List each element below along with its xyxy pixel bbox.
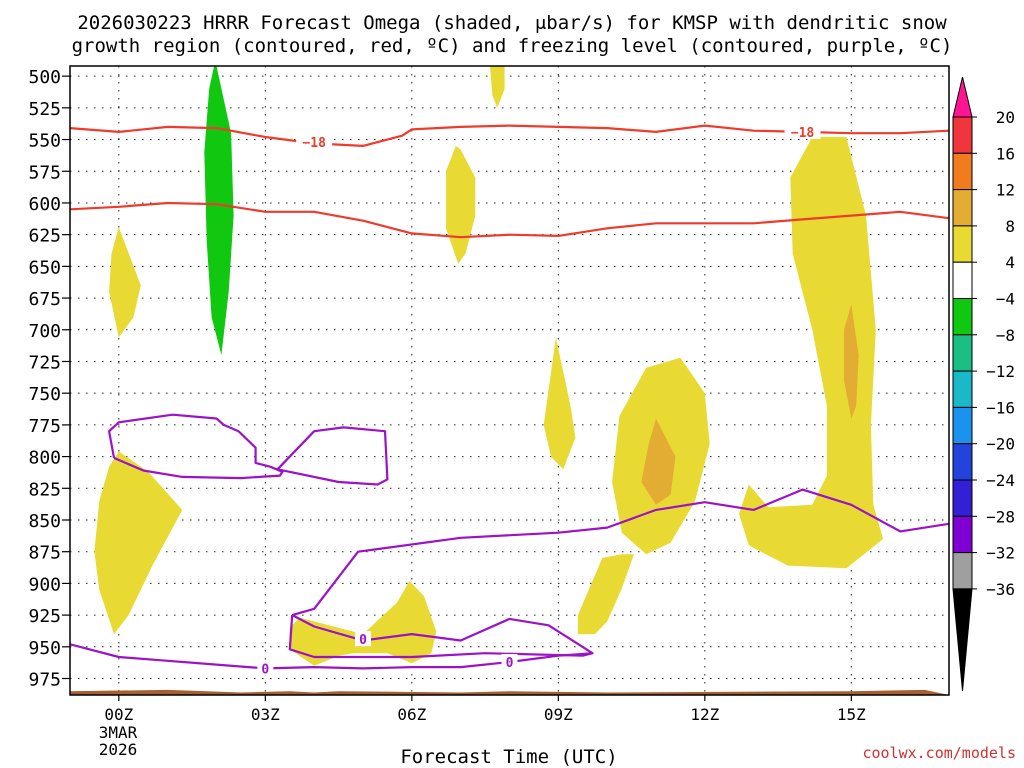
plot-frame	[69, 65, 950, 696]
colorbar-label-4: 8	[1005, 217, 1015, 236]
colorbar-label-14: −36	[986, 580, 1015, 599]
colorbar-label-7: −8	[996, 326, 1015, 345]
contour-label-1: −18	[302, 136, 326, 151]
y-tick-label-775: 775	[28, 416, 61, 437]
colorbar-segment-10	[952, 443, 973, 481]
colorbar-segment-1	[952, 116, 973, 154]
omega-region-6	[543, 337, 576, 470]
omega-region-4	[109, 227, 141, 338]
y-tick-label-725: 725	[28, 352, 61, 373]
omega-region-3	[446, 145, 476, 264]
colorbar-segment-9	[952, 406, 973, 445]
terrain-fill	[70, 689, 949, 695]
freezing-level-upper-contour	[107, 413, 284, 480]
contour-label-3: 0	[359, 633, 367, 648]
x-tick-label-15z: 15Z	[837, 705, 866, 724]
y-tick-label-925: 925	[28, 606, 61, 627]
y-tick-label-550: 550	[28, 131, 61, 152]
y-tick-label-850: 850	[28, 511, 61, 532]
y-tick-label-975: 975	[28, 670, 61, 691]
y-tick-label-800: 800	[28, 448, 61, 469]
colorbar-segment-4	[952, 225, 973, 263]
dgz-minus-12-contour	[70, 201, 949, 239]
contour-label-5: 0	[506, 656, 514, 671]
y-tick-label-875: 875	[28, 543, 61, 564]
x-tick-label-12z: 12Z	[690, 705, 719, 724]
terrain-layer	[70, 689, 949, 695]
y-tick-label-600: 600	[28, 194, 61, 215]
colorbar-top-arrow	[952, 76, 973, 118]
colorbar-segment-3	[952, 189, 973, 227]
colorbar-segment-13	[952, 552, 973, 590]
omega-region-2	[490, 66, 505, 108]
contour-label-bg-5	[501, 654, 518, 670]
contour-label-bg-3	[355, 631, 371, 647]
colorbar-label-3: 12	[996, 181, 1015, 200]
omega-region-11	[844, 304, 859, 419]
omega-region-9	[577, 554, 634, 635]
y-tick-label-575: 575	[28, 162, 61, 183]
freezing-level-branch-contour	[291, 488, 949, 617]
colorbar-segment-8	[952, 370, 973, 408]
colorbar-label-13: −32	[986, 544, 1015, 563]
omega-region-8	[641, 418, 676, 505]
y-tick-label-625: 625	[28, 226, 61, 247]
omega-shading	[94, 66, 884, 666]
colorbar-label-2: 16	[996, 144, 1015, 163]
y-tick-label-825: 825	[28, 479, 61, 500]
colorbar-label-11: −24	[986, 471, 1015, 490]
chart-title-line-2: growth region (contoured, red, ºC) and f…	[72, 35, 953, 57]
colorbar-segment-11	[952, 479, 973, 517]
colorbar-bottom-arrow	[952, 588, 973, 692]
credit-link[interactable]: coolwx.com/models	[862, 744, 1016, 762]
x-axis-date-year: 2026	[99, 740, 138, 759]
colorbar-segment-5	[952, 261, 973, 300]
x-tick-label-06z: 06Z	[397, 705, 426, 724]
x-tick-label-00z: 00Z	[104, 705, 133, 724]
y-tick-label-650: 650	[28, 257, 61, 278]
x-axis-date-day: 3MAR	[99, 723, 138, 742]
chart-title-line-1: 2026030223 HRRR Forecast Omega (shaded, …	[77, 12, 947, 34]
colorbar-segment-6	[952, 298, 973, 336]
colorbar-label-9: −16	[986, 398, 1015, 417]
y-tick-label-675: 675	[28, 289, 61, 310]
contour-label-4: 0	[261, 662, 269, 677]
y-tick-label-900: 900	[28, 574, 61, 595]
colorbar-label-12: −28	[986, 507, 1015, 526]
y-tick-label-700: 700	[28, 321, 61, 342]
omega-region-12	[289, 580, 437, 666]
colorbar-label-1: 20	[996, 108, 1015, 127]
contour-label-bg-4	[257, 660, 274, 676]
contour-label-bg-1	[296, 134, 333, 150]
colorbar-segment-7	[952, 334, 973, 372]
colorbar-label-10: −20	[986, 435, 1015, 454]
freezing-level-lower-contour	[288, 614, 594, 659]
y-tick-label-500: 500	[28, 67, 61, 88]
omega-region-10	[739, 137, 884, 569]
colorbar-label-5: 4	[1005, 253, 1015, 272]
y-tick-label-525: 525	[28, 99, 61, 120]
x-tick-label-03z: 03Z	[251, 705, 280, 724]
contour-label-bg-2	[784, 123, 821, 139]
x-tick-label-09z: 09Z	[544, 705, 573, 724]
freezing-level-surface-contour	[70, 643, 593, 670]
colorbar-segment-12	[952, 515, 973, 554]
x-axis-label: Forecast Time (UTC)	[400, 746, 617, 768]
y-axis: 500 525 550 575 600 625 650 675 700 725 750 775 800 8…	[28, 67, 70, 691]
omega-region-5	[94, 451, 183, 635]
colorbar-label-8: −12	[986, 362, 1015, 381]
colorbar: 20 16 12 8 4 −4 −8 −12 −16 −20 −24 −28 −32 −36	[952, 76, 1015, 692]
x-axis: 00Z 03Z 06Z 09Z 12Z 15Z	[104, 695, 866, 724]
contour-labels: −18 −18 0 0 0	[257, 123, 821, 677]
y-tick-label-950: 950	[28, 638, 61, 659]
colorbar-label-6: −4	[996, 290, 1015, 309]
y-tick-label-750: 750	[28, 384, 61, 405]
omega-region-1	[204, 66, 234, 356]
contour-label-2: −18	[791, 126, 815, 141]
freezing-level-mid-contour	[276, 426, 389, 486]
colorbar-segment-2	[952, 152, 973, 191]
